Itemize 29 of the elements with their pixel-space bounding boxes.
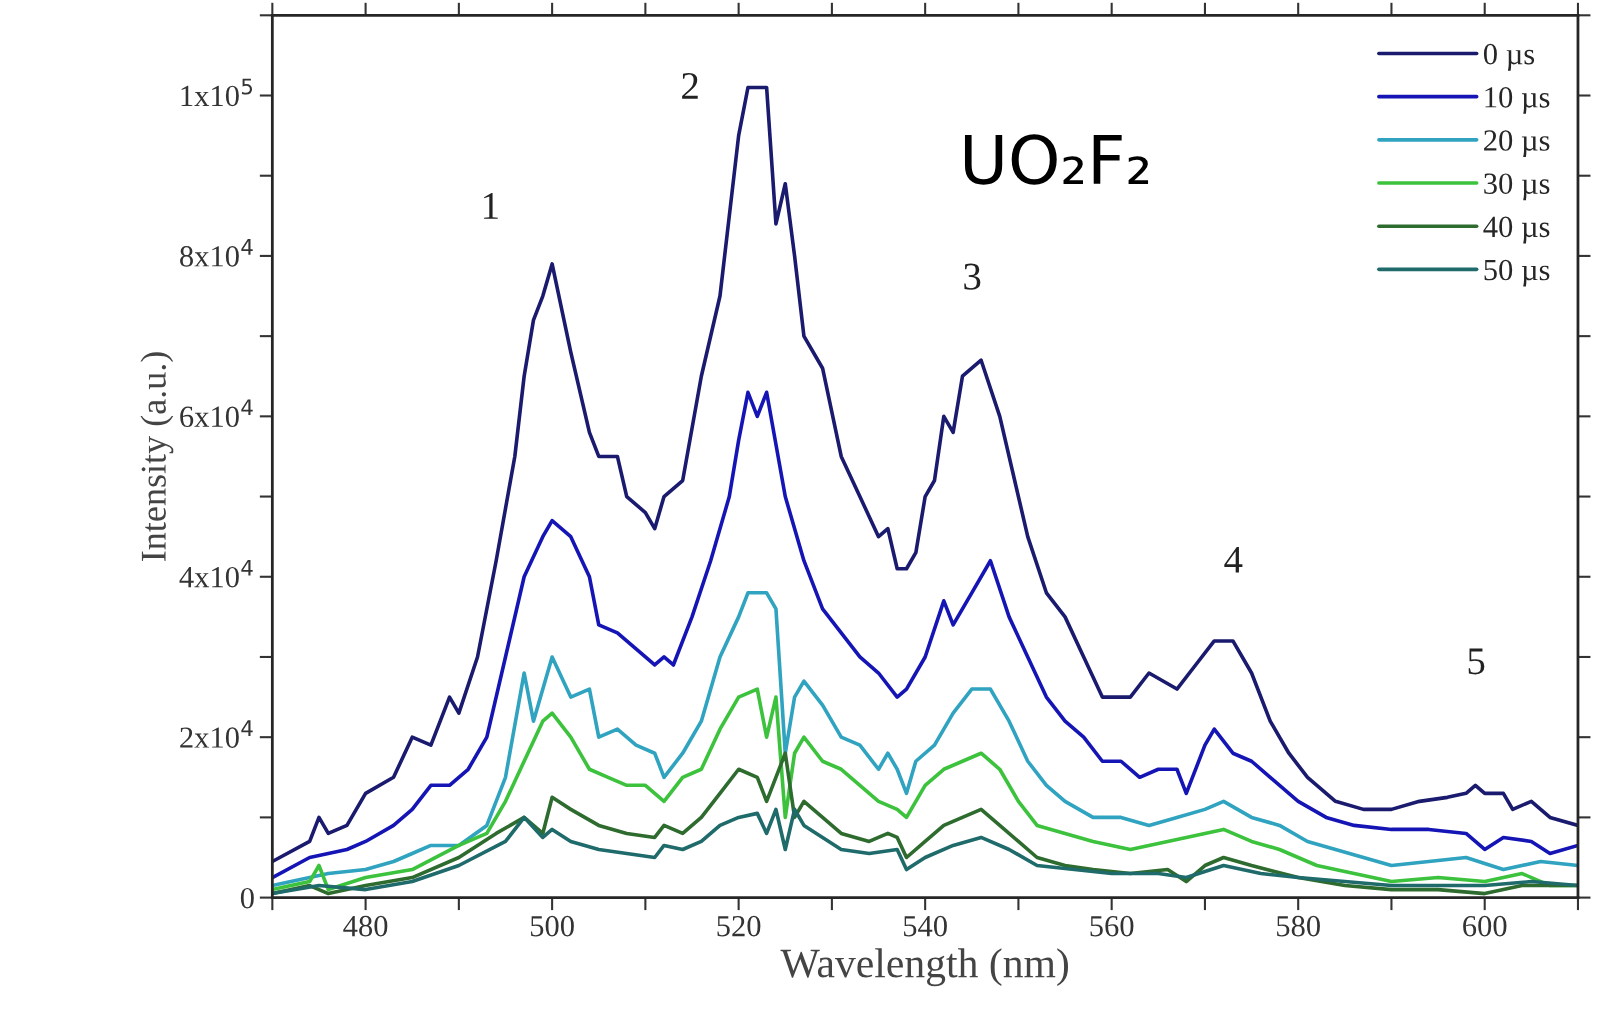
x-tick-label: 560	[1090, 915, 1134, 937]
y-tick-label: 0	[240, 887, 254, 909]
y-tick-label: 1x10$^{5}$	[181, 78, 253, 107]
x-tick-label: 540	[904, 915, 947, 937]
legend-label: 10 µs	[1485, 87, 1550, 114]
line-series	[272, 390, 1578, 880]
y-axis-title: Intensity (a.u.)	[140, 352, 174, 561]
x-tick-label: 480	[343, 915, 388, 937]
annotation: 2	[682, 73, 698, 99]
legend-label: 20 µs	[1484, 130, 1550, 158]
y-tick-label: 8x10$^{4}$	[180, 239, 253, 267]
x-tick-label: 520	[717, 915, 761, 937]
x-tick-label: 580	[1277, 915, 1320, 937]
y-tick-label: 6x10$^{4}$	[180, 399, 253, 428]
annotation: 5	[1468, 648, 1485, 675]
legend-label: 40 µs	[1483, 216, 1550, 244]
x-tick-label: 600	[1463, 915, 1507, 937]
line-series	[272, 591, 1578, 888]
x-tick-label: 500	[530, 915, 574, 937]
annotation: 3	[964, 263, 981, 290]
legend-label: 0 µs	[1483, 43, 1535, 71]
y-tick-label: 4x10$^{4}$	[179, 559, 253, 588]
annotation: UO₂F₂	[964, 134, 1149, 185]
y-tick-label: 2x10$^{4}$	[180, 720, 253, 748]
legend-label: 30 µs	[1484, 173, 1550, 201]
annotation: 1	[484, 193, 498, 219]
legend-label: 50 µs	[1484, 259, 1550, 287]
x-axis-title: Wavelength (nm)	[780, 948, 1069, 987]
annotation: 4	[1224, 546, 1243, 573]
